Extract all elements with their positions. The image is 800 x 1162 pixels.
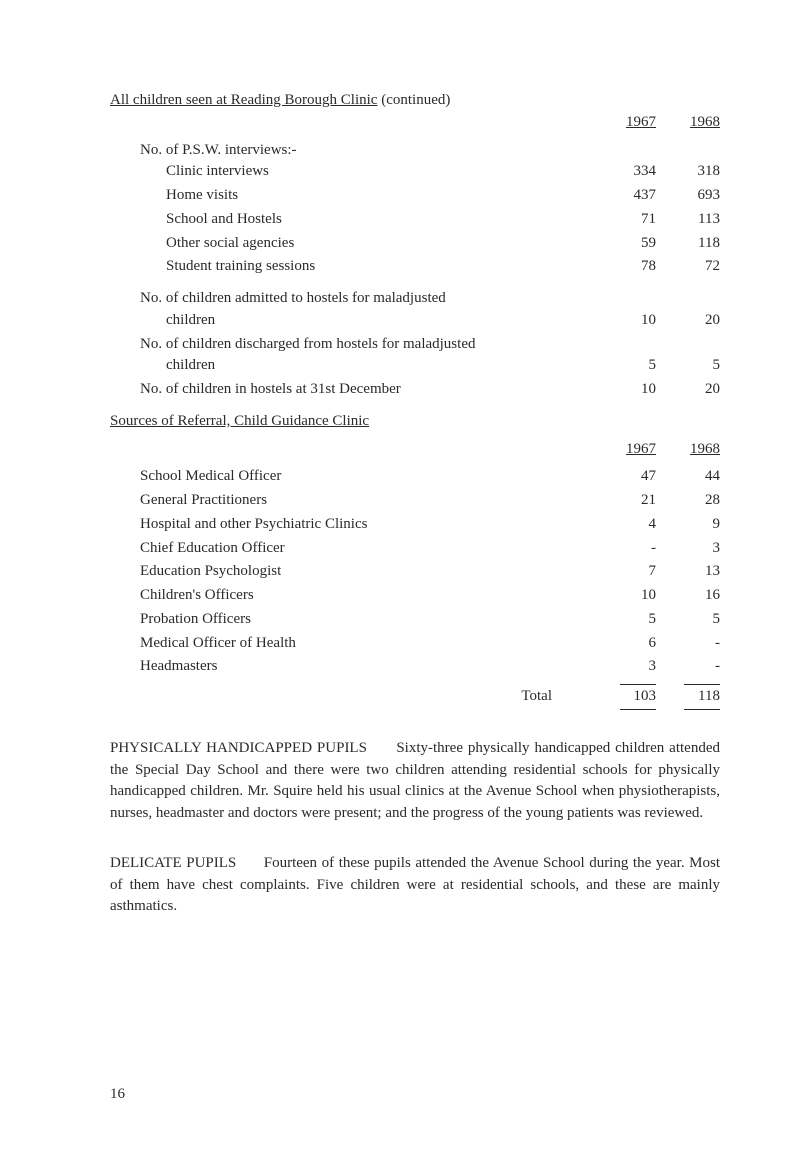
cell: 10	[620, 310, 656, 332]
table-row: School Medical Officer47 44	[110, 466, 720, 488]
row-label: School Medical Officer	[140, 466, 620, 488]
cell: 334	[620, 161, 656, 183]
table-row: children 5 5	[110, 355, 720, 377]
year-header-1: 1967 1968	[110, 112, 720, 134]
cell: 13	[684, 561, 720, 583]
table-row: Medical Officer of Health6 -	[110, 633, 720, 655]
physically-handicapped-para: PHYSICALLY HANDICAPPED PUPILS Sixty-thre…	[110, 738, 720, 825]
table-row: Education Psychologist7 13	[110, 561, 720, 583]
row-label: No. of children in hostels at 31st Decem…	[140, 379, 620, 401]
cell: 16	[684, 585, 720, 607]
table-row: Home visits 437 693	[110, 185, 720, 207]
delicate-label: DELICATE PUPILS	[110, 855, 236, 871]
cell: 72	[684, 256, 720, 278]
title-tail: (continued)	[377, 92, 450, 108]
row-label: Probation Officers	[140, 609, 620, 631]
table-row: General Practitioners21 28	[110, 490, 720, 512]
year-1967: 1967	[620, 439, 656, 461]
title-underlined: All children seen at Reading Borough Cli…	[110, 92, 377, 108]
row-label: Other social agencies	[166, 233, 620, 255]
page-number: 16	[110, 1084, 125, 1106]
hostel-block: No. of children admitted to hostels for …	[110, 288, 720, 401]
table-row: No. of children in hostels at 31st Decem…	[110, 379, 720, 401]
cell: 4	[620, 514, 656, 536]
table-row: School and Hostels 71 113	[110, 209, 720, 231]
cell: 318	[684, 161, 720, 183]
cell: 21	[620, 490, 656, 512]
cell: 10	[620, 585, 656, 607]
table-row: Children's Officers10 16	[110, 585, 720, 607]
table-row: Other social agencies 59 118	[110, 233, 720, 255]
psw-header: No. of P.S.W. interviews:-	[110, 140, 720, 162]
row-label: Hospital and other Psychiatric Clinics	[140, 514, 620, 536]
total-b: 118	[684, 684, 720, 710]
total-row: Total 103 118	[110, 684, 720, 710]
row-label: Home visits	[166, 185, 620, 207]
table-row: Student training sessions 78 72	[110, 256, 720, 278]
table-row: children 10 20	[110, 310, 720, 332]
row-label: Student training sessions	[166, 256, 620, 278]
cell: 20	[684, 310, 720, 332]
cell: 47	[620, 466, 656, 488]
table-row: Hospital and other Psychiatric Clinics4 9	[110, 514, 720, 536]
cell: 10	[620, 379, 656, 401]
table-row: Headmasters3 -	[110, 656, 720, 678]
cell: 5	[684, 609, 720, 631]
year-1967: 1967	[620, 112, 656, 134]
cell: 7	[620, 561, 656, 583]
row-label: children	[166, 310, 620, 332]
cell: 28	[684, 490, 720, 512]
cell: 5	[620, 355, 656, 377]
cell: 9	[684, 514, 720, 536]
row-label: Education Psychologist	[140, 561, 620, 583]
cell: 113	[684, 209, 720, 231]
cell: 44	[684, 466, 720, 488]
cell: 118	[684, 233, 720, 255]
cell: 78	[620, 256, 656, 278]
row-label: children	[166, 355, 620, 377]
cell: 6	[620, 633, 656, 655]
cell: 3	[684, 538, 720, 560]
cell: -	[684, 656, 720, 678]
phys-label: PHYSICALLY HANDICAPPED PUPILS	[110, 740, 367, 756]
year-1968: 1968	[684, 439, 720, 461]
row-label: School and Hostels	[166, 209, 620, 231]
total-a: 103	[620, 684, 656, 710]
table-row: Clinic interviews 334 318	[110, 161, 720, 183]
row-label: Children's Officers	[140, 585, 620, 607]
cell: -	[684, 633, 720, 655]
year-1968: 1968	[684, 112, 720, 134]
cell: 693	[684, 185, 720, 207]
cell: 59	[620, 233, 656, 255]
cell: 71	[620, 209, 656, 231]
row-label: No. of children discharged from hostels …	[110, 334, 720, 356]
row-label: General Practitioners	[140, 490, 620, 512]
cell: 20	[684, 379, 720, 401]
delicate-para: DELICATE PUPILS Fourteen of these pupils…	[110, 853, 720, 918]
table-row: Chief Education Officer- 3	[110, 538, 720, 560]
row-label: Medical Officer of Health	[140, 633, 620, 655]
row-label: No. of children admitted to hostels for …	[110, 288, 720, 310]
cell: 437	[620, 185, 656, 207]
psw-block: No. of P.S.W. interviews:- Clinic interv…	[110, 140, 720, 279]
row-label: Clinic interviews	[166, 161, 620, 183]
cell: 5	[684, 355, 720, 377]
cell: -	[620, 538, 656, 560]
page-title: All children seen at Reading Borough Cli…	[110, 90, 720, 112]
cell: 3	[620, 656, 656, 678]
table-row: Probation Officers55	[110, 609, 720, 631]
referral-block: School Medical Officer4744 General Pract…	[110, 466, 720, 710]
row-label: Headmasters	[140, 656, 620, 678]
year-header-2: 1967 1968	[110, 439, 720, 461]
referral-heading: Sources of Referral, Child Guidance Clin…	[110, 411, 720, 433]
cell: 5	[620, 609, 656, 631]
total-label: Total	[521, 686, 552, 708]
row-label: Chief Education Officer	[140, 538, 620, 560]
